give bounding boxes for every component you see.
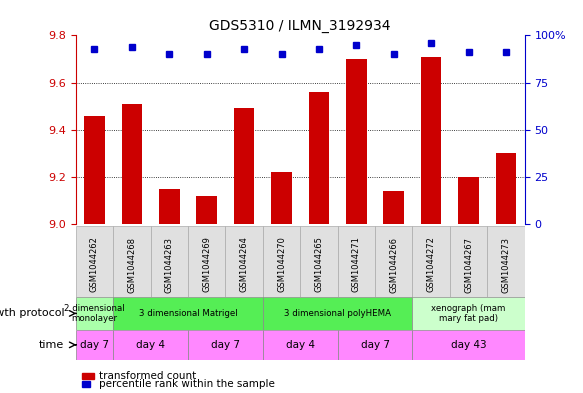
Bar xyxy=(412,297,525,330)
Text: xenograph (mam
mary fat pad): xenograph (mam mary fat pad) xyxy=(431,304,506,323)
Bar xyxy=(458,177,479,224)
Bar xyxy=(271,172,292,224)
Bar xyxy=(487,226,525,297)
Bar xyxy=(450,226,487,297)
Text: GSM1044262: GSM1044262 xyxy=(90,237,99,292)
Bar xyxy=(375,226,412,297)
Text: GSM1044267: GSM1044267 xyxy=(464,237,473,292)
Bar xyxy=(412,226,450,297)
Bar xyxy=(84,116,105,224)
Bar xyxy=(421,57,441,224)
Bar xyxy=(196,196,217,224)
Bar xyxy=(159,189,180,224)
Text: GSM1044272: GSM1044272 xyxy=(427,237,436,292)
Bar xyxy=(338,330,413,360)
Bar xyxy=(263,226,300,297)
Bar xyxy=(188,226,226,297)
Text: GSM1044271: GSM1044271 xyxy=(352,237,361,292)
Bar xyxy=(338,226,375,297)
Bar xyxy=(113,297,263,330)
Bar xyxy=(226,226,263,297)
Bar xyxy=(188,330,263,360)
Text: GSM1044273: GSM1044273 xyxy=(501,237,511,292)
Bar xyxy=(113,226,150,297)
Bar xyxy=(122,104,142,224)
Bar xyxy=(113,330,188,360)
Text: day 4: day 4 xyxy=(286,340,315,350)
Text: growth protocol: growth protocol xyxy=(0,309,64,318)
Bar xyxy=(308,92,329,224)
Bar xyxy=(76,330,113,360)
Text: GSM1044269: GSM1044269 xyxy=(202,237,211,292)
Text: day 4: day 4 xyxy=(136,340,165,350)
Bar xyxy=(496,153,517,224)
Bar xyxy=(384,191,404,224)
Bar xyxy=(263,330,338,360)
Text: day 7: day 7 xyxy=(360,340,389,350)
Bar xyxy=(150,226,188,297)
Text: GSM1044268: GSM1044268 xyxy=(128,237,136,292)
Bar xyxy=(76,226,113,297)
Bar xyxy=(234,108,254,224)
Text: GSM1044263: GSM1044263 xyxy=(165,237,174,292)
Bar xyxy=(346,59,367,224)
Text: 3 dimensional Matrigel: 3 dimensional Matrigel xyxy=(139,309,237,318)
Text: day 43: day 43 xyxy=(451,340,486,350)
Bar xyxy=(412,330,525,360)
Text: GSM1044265: GSM1044265 xyxy=(314,237,324,292)
Bar xyxy=(76,297,113,330)
Text: percentile rank within the sample: percentile rank within the sample xyxy=(99,379,275,389)
Bar xyxy=(263,297,412,330)
Text: day 7: day 7 xyxy=(80,340,109,350)
Title: GDS5310 / ILMN_3192934: GDS5310 / ILMN_3192934 xyxy=(209,19,391,33)
Text: time: time xyxy=(39,340,64,350)
Text: GSM1044264: GSM1044264 xyxy=(240,237,248,292)
Text: GSM1044266: GSM1044266 xyxy=(389,237,398,292)
Text: GSM1044270: GSM1044270 xyxy=(277,237,286,292)
Text: transformed count: transformed count xyxy=(99,371,196,381)
Text: 3 dimensional polyHEMA: 3 dimensional polyHEMA xyxy=(284,309,391,318)
Bar xyxy=(300,226,338,297)
Text: day 7: day 7 xyxy=(211,340,240,350)
Text: 2 dimensional
monolayer: 2 dimensional monolayer xyxy=(64,304,125,323)
